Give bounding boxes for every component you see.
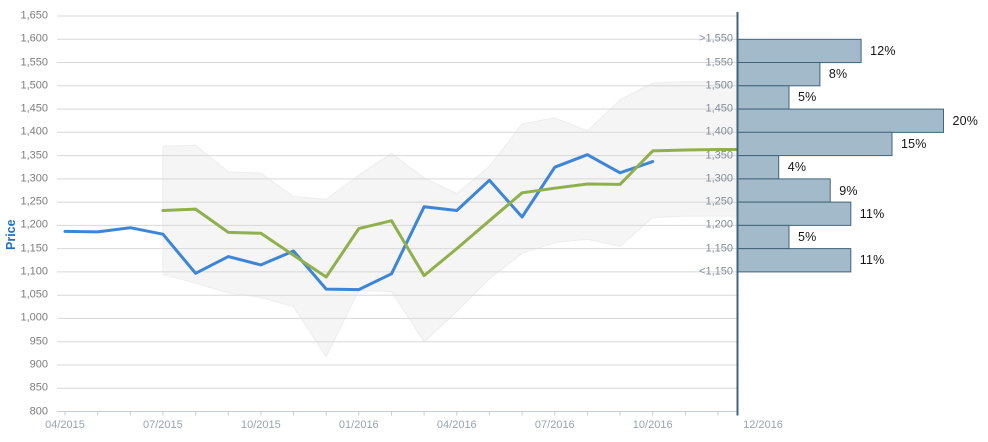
histogram-bar-label: 11% (859, 253, 885, 268)
x-axis-tick-label: 04/2016 (436, 419, 477, 431)
y-axis-tick-label: 1,000 (20, 311, 48, 324)
y-axis-tick-label: 950 (29, 335, 48, 348)
y-axis-tick-label: 1,550 (20, 56, 48, 68)
y-axis-tick-label: 900 (29, 358, 48, 371)
y-axis-tick-label: 800 (29, 405, 48, 417)
x-axis-tick-label: 10/2015 (241, 419, 281, 431)
histogram-bin-edge-label: 1,550 (705, 56, 733, 68)
y-axis-tick-label: 1,200 (20, 218, 48, 231)
histogram-bin-edge-label: >1,550 (699, 32, 733, 45)
y-axis-tick-label: 1,250 (20, 195, 48, 208)
x-axis-tick-label: 04/2015 (45, 419, 85, 431)
price-history-line-blue (63, 153, 655, 292)
histogram-bar-label: 15% (901, 136, 927, 151)
histogram-bin-edge-label: 1,450 (705, 102, 733, 115)
y-axis-tick-label: 1,650 (20, 9, 48, 22)
y-axis-tick-label: 1,050 (20, 288, 48, 301)
y-axis-tick-label: 1,600 (20, 32, 48, 45)
forecast-month-label: 12/2016 (743, 419, 783, 431)
histogram-bar (737, 201, 852, 226)
x-axis-tick-label: 01/2016 (338, 419, 379, 431)
histogram-bar (737, 155, 780, 180)
y-axis-tick-label: 1,100 (20, 265, 48, 278)
histogram-bar (737, 108, 944, 133)
y-axis-tick-label: 1,350 (20, 149, 48, 162)
histogram-bar-label: 8% (828, 66, 848, 81)
histogram-bar-label: 12% (870, 43, 896, 58)
histogram-bar-label: 11% (859, 206, 885, 221)
histogram-bar-label: 5% (798, 90, 817, 105)
histogram-bar (737, 131, 893, 157)
histogram-bar-label: 9% (839, 183, 858, 198)
price-forecast-line-green (161, 148, 739, 279)
histogram-bar-label: 5% (798, 229, 817, 244)
x-axis-tick-label: 10/2016 (632, 419, 673, 431)
y-axis-tick-label: 1,400 (20, 125, 48, 138)
y-axis-tick-label: 1,150 (20, 242, 48, 255)
histogram-bin-edge-label: 1,500 (705, 79, 733, 92)
histogram-bar (737, 178, 831, 203)
histogram-bar (737, 62, 821, 87)
histogram-bar-label: 4% (787, 159, 807, 174)
forecast-uncertainty-band (162, 81, 738, 358)
y-axis-tick-label: 850 (29, 381, 48, 394)
y-axis-tick-label: 1,450 (20, 102, 48, 115)
y-axis-tick-label: 1,300 (20, 172, 48, 185)
histogram-bin-edge-label: 1,300 (705, 172, 733, 185)
histogram-bin-edge-label: 1,200 (705, 218, 733, 231)
histogram-bin-edge-label: 1,150 (705, 242, 733, 255)
histogram-bar (737, 85, 790, 110)
histogram-bar (737, 38, 862, 64)
histogram-bin-edge-label: 1,350 (705, 149, 733, 162)
x-axis-tick-label: 07/2016 (534, 419, 575, 431)
histogram-bar (737, 248, 852, 273)
histogram-bin-edge-label: <1,150 (699, 265, 733, 278)
histogram-bar-label: 20% (952, 113, 979, 128)
x-axis-tick-label: 07/2015 (143, 419, 183, 431)
histogram-bar (737, 224, 790, 250)
histogram-bin-edge-label: 1,250 (705, 195, 733, 208)
y-axis-tick-label: 1,500 (20, 79, 48, 92)
histogram-bin-edge-label: 1,400 (705, 125, 733, 138)
